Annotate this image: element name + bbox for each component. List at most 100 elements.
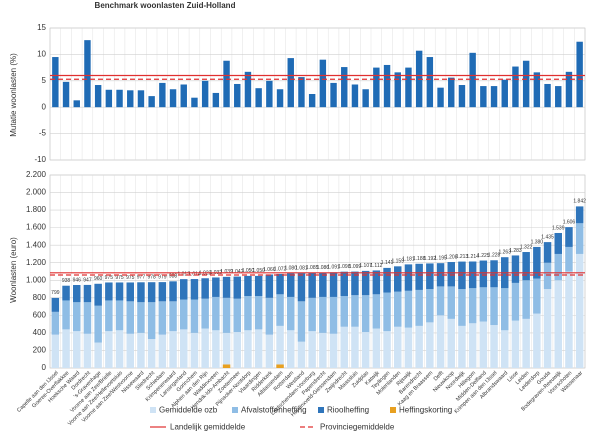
- bar-segment: [137, 332, 145, 368]
- y-tick-label: 0: [42, 102, 47, 111]
- bar-segment: [329, 333, 338, 368]
- total-label: 1.380: [531, 239, 544, 245]
- bar: [565, 71, 573, 108]
- bar-segment: [383, 292, 391, 332]
- bar-segment: [222, 332, 231, 368]
- y-tick-label: 1.600: [26, 223, 47, 232]
- bar-segment: [233, 276, 241, 299]
- bar-segment: [458, 325, 466, 368]
- total-label: 1.606: [563, 219, 576, 225]
- bar-segment: [169, 281, 177, 302]
- bar-segment: [319, 272, 327, 297]
- bar: [148, 96, 155, 108]
- total-label: 947: [83, 277, 92, 283]
- bar: [244, 71, 252, 108]
- total-label: 975: [126, 275, 135, 281]
- legend-label: Heffingskorting: [399, 406, 452, 415]
- bar: [373, 67, 380, 108]
- bar-segment: [83, 333, 92, 368]
- bar-segment: [308, 331, 316, 368]
- bar: [383, 64, 391, 108]
- total-label: 978: [147, 275, 156, 281]
- total-label: 975: [115, 275, 124, 281]
- bar-segment: [372, 270, 381, 295]
- total-label: 1.192: [424, 256, 437, 262]
- legend-swatch: [390, 407, 396, 413]
- bar-segment: [233, 332, 241, 368]
- legend-label: Rioolheffing: [327, 406, 369, 415]
- y-tick-label: 2.000: [26, 188, 47, 197]
- total-label: 1.213: [456, 254, 469, 260]
- bar-segment: [297, 341, 306, 368]
- bar-segment: [201, 328, 209, 368]
- bar: [319, 59, 327, 108]
- total-label: 1.112: [370, 263, 382, 269]
- bar-segment: [62, 329, 70, 368]
- bar-segment: [158, 334, 167, 368]
- bar-segment: [180, 279, 188, 300]
- bar-segment: [394, 291, 402, 327]
- legend-swatch: [318, 407, 324, 413]
- y-tick-label: -5: [39, 129, 47, 138]
- bar-segment: [126, 301, 134, 334]
- bar-segment: [383, 331, 391, 368]
- bar-segment: [94, 342, 102, 368]
- y-tick-label: 0: [42, 363, 47, 372]
- bar-segment: [361, 332, 370, 368]
- bar-segment: [297, 273, 306, 302]
- y-tick-label: 400: [33, 328, 47, 337]
- total-label: 1.099: [349, 264, 362, 270]
- bar: [501, 79, 508, 108]
- bar-segment: [415, 263, 423, 290]
- bar: [234, 83, 241, 108]
- bar-segment: [394, 326, 402, 368]
- bar-segment: [479, 287, 488, 322]
- bar-segment: [468, 323, 477, 368]
- total-label: 979: [158, 274, 167, 280]
- bar-segment: [73, 302, 81, 332]
- total-label: 946: [73, 277, 82, 283]
- bar-segment: [222, 297, 231, 333]
- total-label: 1.141: [381, 260, 394, 266]
- bar: [255, 88, 262, 108]
- bar-segment: [222, 276, 231, 298]
- total-label: 1.539: [552, 225, 565, 231]
- chart-title: Benchmark woonlasten Zuid-Holland: [95, 1, 236, 10]
- bar-segment: [575, 206, 584, 224]
- bar: [73, 100, 80, 108]
- y-tick-label: 600: [33, 310, 47, 319]
- bar: [180, 84, 187, 108]
- bar-segment: [511, 282, 520, 321]
- bar-segment: [105, 331, 113, 368]
- bar-segment: [361, 270, 370, 296]
- bar: [426, 57, 434, 108]
- y-tick-label: -10: [34, 155, 46, 164]
- bar-segment: [522, 318, 530, 368]
- bar: [512, 66, 519, 108]
- bar-segment: [436, 263, 445, 287]
- bar-segment: [137, 302, 145, 333]
- bar-segment: [415, 289, 423, 326]
- bar-segment: [511, 320, 520, 368]
- bar-segment: [426, 322, 434, 368]
- legend-label: Gemiddelde ozb: [159, 406, 218, 415]
- bar-segment: [137, 282, 145, 303]
- bar: [341, 67, 348, 108]
- bar-segment: [436, 286, 445, 316]
- bar-segment: [254, 329, 263, 368]
- bar-segment: [533, 313, 541, 368]
- bar-segment: [201, 298, 209, 329]
- bar-segment: [158, 282, 167, 302]
- total-label: 1.050: [252, 268, 265, 274]
- bar-segment: [522, 252, 530, 281]
- total-label: 1.159: [391, 259, 404, 265]
- total-label: 1.014: [188, 271, 201, 277]
- bar-segment: [340, 296, 348, 327]
- bar-segment: [490, 287, 498, 326]
- legend-label: Afvalstoffenheffing: [241, 406, 307, 415]
- bar-segment: [479, 321, 488, 368]
- bar: [533, 72, 541, 108]
- bar-segment: [158, 301, 167, 335]
- bar-segment: [287, 296, 295, 331]
- bar-segment: [458, 289, 466, 326]
